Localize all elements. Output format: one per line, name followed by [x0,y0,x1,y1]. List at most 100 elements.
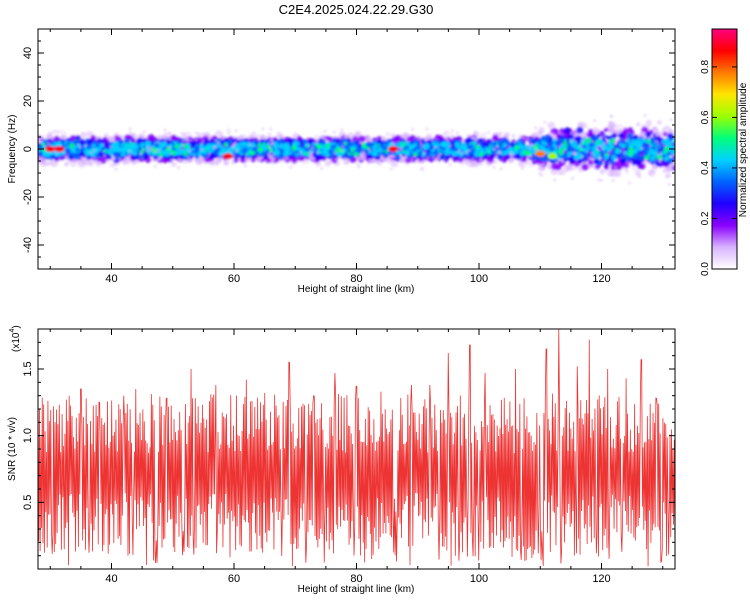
spectrogram-cell [538,127,545,134]
spectrogram-cell [304,142,309,147]
spectrogram-cell [652,152,658,158]
spectrogram-cell [128,127,132,131]
spectrogram-cell [519,144,524,148]
spectrogram-cell [605,170,610,175]
spectrogram-cell [93,148,96,152]
spectrogram-cell [581,122,588,129]
spectrogram-cell [324,148,328,153]
spectrogram-cell [666,151,671,156]
spectrogram-cell [667,133,673,139]
spectrogram-cell [86,149,91,154]
spectrogram-cell [645,131,652,138]
spectrogram-cell [626,132,634,139]
spectrogram-cell [396,142,403,148]
spectrogram-cell [175,151,179,156]
spectrogram-cell [638,155,644,161]
spectrogram-cell [425,127,429,131]
spectrogram-cell [227,139,233,145]
spectrogram-cell [67,157,70,161]
spectrogram-cell [122,148,127,153]
spectrogram-cell [590,170,596,175]
spectrogram-cell [632,153,638,160]
spectrogram-cell [670,171,675,179]
spectrogram-cell [389,167,393,171]
spectrogram-cell [662,160,667,165]
spectrogram-cell [600,178,603,182]
spectrogram-cell [331,144,337,150]
spectrogram-cell [91,143,96,148]
spectrogram-cell [665,133,668,137]
spectrogram-cell [611,154,617,161]
spectrogram-cell [368,150,373,155]
spectrogram-cell [656,148,661,153]
spectrogram-cell [461,142,466,147]
spectrogram-cell [552,157,558,163]
spectrogram-cell [658,160,662,164]
spectrogram-cell [461,151,464,155]
spectrogram-cell [343,157,347,161]
spectrogram-cell [227,146,234,153]
spectrogram-cell [137,146,142,151]
spectrogram-cell [409,145,414,150]
spectrogram-cell [314,135,318,138]
spectrogram-cell [593,143,599,148]
spectrogram-cell [599,150,604,155]
spectrogram-cell [210,147,215,153]
spectrogram-cell [203,150,207,155]
spectrogram-cell [439,154,444,160]
spectrogram-cell [502,147,507,152]
spectrogram-cell [495,155,498,158]
spectrogram-cell [648,169,656,177]
spectrogram-cell [637,140,644,146]
spectrogram-cell [614,148,621,155]
spectrogram-cell [164,139,167,142]
spectrogram-cell [647,151,652,156]
spectrogram-cell [563,152,568,157]
spectrogram-cell [504,132,510,138]
spectrogram-cell [179,154,184,160]
spectrogram-cell [273,144,279,150]
spectrogram-cell [350,147,355,152]
spectrogram-cell [372,144,378,151]
spectrogram-cell [188,152,193,156]
spectrogram-cell [608,127,615,134]
spectrogram-cell [620,153,626,159]
spectrogram-cell [391,142,395,146]
spectrogram-cell [372,152,376,157]
spectrogram-cell [144,142,151,148]
spectrogram-cell [214,139,218,143]
spectrogram-cell [510,151,513,155]
spectrogram-cell [109,145,112,149]
spectrogram-cell [628,151,634,157]
spectrogram-cell [335,146,341,153]
spectrogram-cell [457,149,461,153]
spectrogram-cell [197,152,202,157]
spectrogram-cell [346,141,353,148]
spectrogram-cell [417,150,423,156]
spectrogram-cell [645,119,652,126]
spectrogram-cell [657,120,662,125]
spectrogram-cell [586,121,595,129]
spectrogram-cell [238,142,243,146]
spectrogram-cell [284,142,290,149]
spectrogram-cell [38,134,42,142]
spectrogram-cell [291,146,297,152]
spectrogram-cell [44,151,50,157]
spectrogram-cell [549,146,555,152]
spectrogram-cell [560,144,566,150]
spectrogram-cell [543,120,547,124]
spectrogram-cell [651,146,656,151]
spectrogram-cell [445,131,452,138]
spectrogram-cell [75,147,80,152]
spectrogram-cell [660,151,665,156]
spectrogram-cell [328,149,333,155]
spectrogram-cell [264,150,269,155]
spectrogram-cell [153,164,157,168]
spectrogram-cell [522,149,529,156]
spectrogram-cell [209,160,215,166]
spectrogram-cell [568,156,575,163]
spectrogram-cell [294,141,300,147]
spectrogram-cell [605,146,612,152]
spectrogram-cell [497,140,504,147]
